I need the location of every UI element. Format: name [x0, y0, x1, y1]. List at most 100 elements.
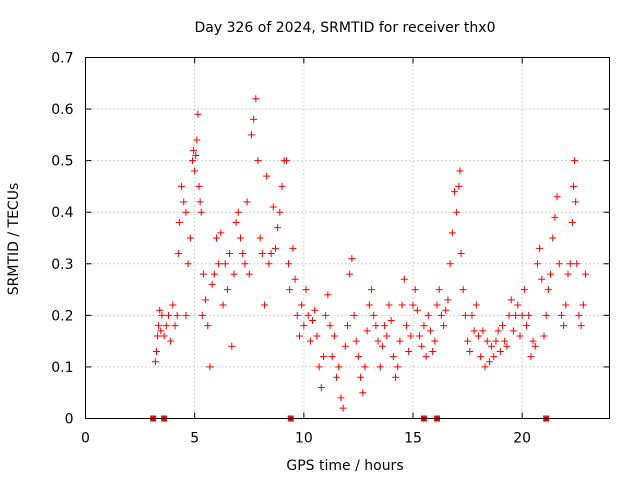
data-point	[527, 353, 535, 361]
data-point	[232, 219, 240, 227]
data-point	[505, 311, 513, 319]
data-point	[374, 337, 382, 345]
data-point	[479, 327, 487, 335]
data-point	[579, 301, 587, 309]
data-point	[387, 317, 395, 325]
data-point	[492, 337, 500, 345]
data-point	[263, 172, 271, 180]
data-point	[381, 322, 389, 330]
data-point	[542, 311, 550, 319]
data-point	[547, 270, 555, 278]
data-point	[164, 311, 172, 319]
y-tick-label: 0.4	[51, 205, 73, 221]
data-point	[411, 286, 419, 294]
data-point	[182, 208, 190, 216]
data-point	[512, 311, 520, 319]
data-point	[444, 296, 452, 304]
data-point	[178, 182, 186, 190]
data-point	[372, 322, 380, 330]
data-point	[221, 260, 229, 268]
x-tick-label: 10	[295, 431, 313, 447]
data-point	[514, 301, 522, 309]
y-tick-label: 0	[65, 412, 74, 428]
data-point	[426, 327, 434, 335]
data-point	[553, 193, 561, 201]
data-point	[315, 363, 323, 371]
data-point	[409, 301, 417, 309]
data-point	[197, 208, 205, 216]
data-point	[516, 332, 524, 340]
y-tick-label: 0.5	[51, 154, 73, 170]
data-point	[156, 306, 164, 314]
data-point	[269, 203, 277, 211]
data-point	[533, 260, 541, 268]
data-point	[152, 347, 160, 355]
data-point	[365, 301, 373, 309]
data-point	[313, 332, 321, 340]
data-point	[509, 327, 517, 335]
data-point	[520, 286, 528, 294]
data-point	[291, 275, 299, 283]
data-point	[402, 322, 410, 330]
data-point	[435, 286, 443, 294]
data-point	[376, 363, 384, 371]
data-point	[557, 311, 565, 319]
data-point	[191, 167, 199, 175]
data-point	[496, 347, 504, 355]
data-point	[418, 342, 426, 350]
data-point	[475, 332, 482, 340]
data-point	[560, 322, 568, 330]
data-point	[424, 311, 432, 319]
data-point	[507, 296, 515, 304]
data-point	[254, 157, 262, 165]
data-point	[357, 373, 365, 381]
data-point	[158, 311, 166, 319]
data-point	[217, 229, 225, 237]
data-point	[431, 337, 439, 345]
data-point	[182, 311, 190, 319]
data-point	[252, 95, 260, 103]
data-point	[328, 353, 336, 361]
data-point	[461, 311, 469, 319]
data-point	[239, 249, 247, 257]
data-point	[392, 373, 400, 381]
data-point	[237, 234, 245, 242]
data-point	[173, 311, 181, 319]
data-point	[167, 337, 175, 345]
data-point	[477, 353, 485, 361]
data-point	[208, 280, 216, 288]
data-point	[250, 115, 258, 123]
data-point	[472, 301, 480, 309]
data-point	[577, 322, 585, 330]
data-point	[538, 275, 546, 283]
data-point	[154, 332, 162, 340]
data-point	[247, 131, 255, 139]
data-point	[204, 322, 212, 330]
data-point	[470, 327, 478, 335]
data-point	[440, 322, 448, 330]
data-point	[483, 337, 491, 345]
x-tick-label: 0	[81, 431, 90, 447]
data-point	[202, 296, 210, 304]
x-tick-label: 5	[190, 431, 199, 447]
data-point	[335, 363, 343, 371]
data-point	[219, 301, 227, 309]
data-point	[271, 244, 279, 252]
data-point	[319, 353, 327, 361]
data-point	[368, 286, 376, 294]
data-point	[302, 286, 310, 294]
data-point	[531, 342, 539, 350]
data-point	[501, 337, 509, 345]
data-point	[333, 373, 341, 381]
data-point	[456, 167, 464, 175]
data-point	[564, 270, 572, 278]
data-point	[363, 327, 371, 335]
y-tick-label: 0.6	[51, 102, 73, 118]
data-point	[499, 322, 507, 330]
data-point	[282, 157, 290, 165]
data-point	[213, 234, 220, 242]
data-point	[457, 249, 465, 257]
data-point	[155, 322, 163, 330]
data-point	[322, 311, 330, 319]
data-point	[171, 322, 179, 330]
